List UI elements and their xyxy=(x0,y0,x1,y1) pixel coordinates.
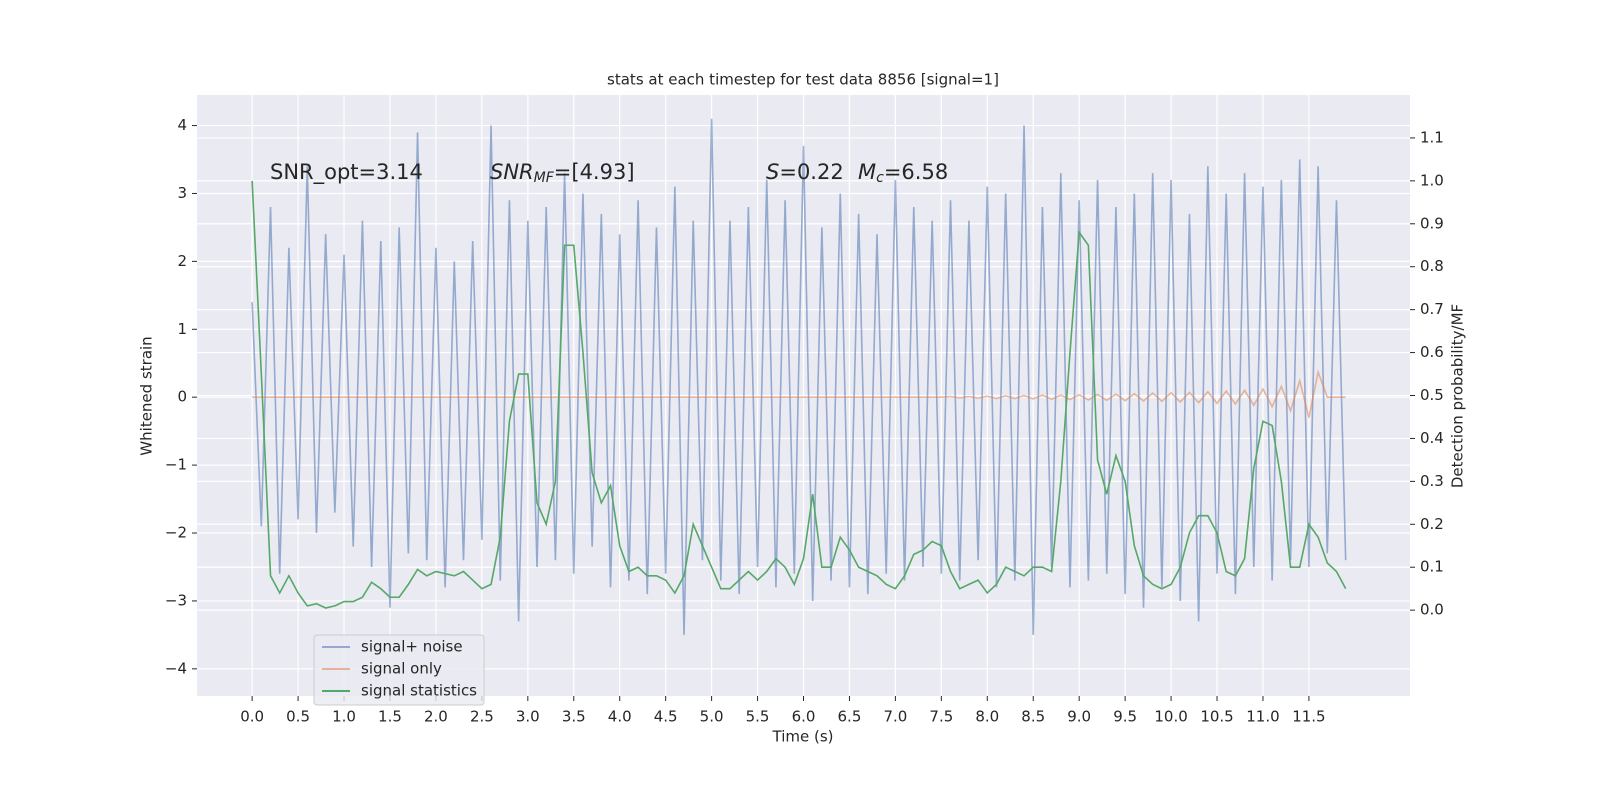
y2-tick-label: 0.1 xyxy=(1420,558,1444,576)
annotation: S=0.22 xyxy=(766,160,844,184)
y2-tick-label: 0.4 xyxy=(1420,429,1444,447)
x-tick-label: 1.0 xyxy=(332,708,356,726)
x-tick-label: 6.0 xyxy=(792,708,816,726)
y-tick-label: −1 xyxy=(165,456,187,474)
y-tick-label: 4 xyxy=(177,116,187,134)
x-tick-label: 11.5 xyxy=(1292,708,1325,726)
x-tick-label: 5.0 xyxy=(700,708,724,726)
x-tick-label: 2.5 xyxy=(470,708,494,726)
x-tick-label: 6.5 xyxy=(838,708,862,726)
annotation: SNRMF=[4.93] xyxy=(490,160,635,186)
annotation-base: SNR xyxy=(490,160,534,184)
legend: signal+ noise signal only signal statistic… xyxy=(313,634,485,706)
annotation-base: S xyxy=(766,160,779,184)
x-tick-label: 3.5 xyxy=(562,708,586,726)
y2-tick-label: 0.7 xyxy=(1420,300,1444,318)
grid: 0.0 0.5 1.0 1.5 2.0 2.5 3.0 3.5 4.0 4.5 5.0 5.5 6.0 6… xyxy=(165,95,1444,726)
annotation-base: M xyxy=(858,160,876,184)
x-tick-label: 8.5 xyxy=(1021,708,1045,726)
x-tick-label: 10.5 xyxy=(1200,708,1233,726)
x-tick-label: 0.5 xyxy=(286,708,310,726)
series-line xyxy=(252,369,1346,418)
y-tick-label: 1 xyxy=(177,320,187,338)
x-tick-label: 5.5 xyxy=(746,708,770,726)
x-tick-label: 3.0 xyxy=(516,708,540,726)
y2-axis-label: Detection probability/MF xyxy=(1449,304,1467,488)
y-tick-label: −2 xyxy=(165,524,187,542)
y2-tick-label: 0.0 xyxy=(1420,601,1444,619)
y2-tick-label: 0.8 xyxy=(1420,257,1444,275)
annotation-rest: =6.58 xyxy=(884,160,948,184)
annotation-rest: =0.22 xyxy=(779,160,843,184)
y-tick-label: −3 xyxy=(165,591,187,609)
x-tick-label: 7.5 xyxy=(929,708,953,726)
marks xyxy=(251,118,1347,635)
x-tick-label: 11.0 xyxy=(1246,708,1279,726)
annotation: SNR_opt=3.14 xyxy=(270,160,423,185)
annotation-base: SNR_opt=3.14 xyxy=(270,160,423,185)
y2-tick-label: 0.6 xyxy=(1420,343,1444,361)
annotation: Mc=6.58 xyxy=(858,160,948,186)
legend-label: signal+ noise xyxy=(361,638,463,656)
annotation-sub: MF xyxy=(534,170,555,186)
legend-label: signal only xyxy=(361,660,442,678)
x-tick-label: 9.5 xyxy=(1113,708,1137,726)
x-tick-label: 4.5 xyxy=(654,708,678,726)
x-axis-label: Time (s) xyxy=(772,728,834,746)
annotation-sub: c xyxy=(876,170,884,186)
y2-tick-label: 0.2 xyxy=(1420,515,1444,533)
y2-tick-label: 0.9 xyxy=(1420,214,1444,232)
series-line xyxy=(251,118,1347,635)
x-tick-label: 8.0 xyxy=(975,708,999,726)
y2-tick-label: 0.3 xyxy=(1420,472,1444,490)
y-tick-label: 0 xyxy=(177,388,187,406)
legend-label: signal statistics xyxy=(361,682,477,700)
y2-tick-label: 1.1 xyxy=(1420,128,1444,146)
y2-tick-label: 0.5 xyxy=(1420,386,1444,404)
legend-box xyxy=(313,634,485,706)
x-tick-label: 10.0 xyxy=(1154,708,1187,726)
y-tick-label: −4 xyxy=(165,659,187,677)
annotation-rest: =[4.93] xyxy=(554,160,635,184)
y-axis-label: Whitened strain xyxy=(138,336,156,455)
x-tick-label: 7.0 xyxy=(883,708,907,726)
x-tick-label: 9.0 xyxy=(1067,708,1091,726)
x-tick-label: 0.0 xyxy=(240,708,264,726)
annotations: SNR_opt=3.14 SNRMF=[4.93] S=0.22 Mc=6.58 xyxy=(270,160,948,186)
x-tick-label: 1.5 xyxy=(378,708,402,726)
x-tick-label: 2.0 xyxy=(424,708,448,726)
chart-title: stats at each timestep for test data 885… xyxy=(607,71,999,89)
y2-tick-label: 1.0 xyxy=(1420,171,1444,189)
series-line xyxy=(251,180,1347,609)
y-tick-label: 3 xyxy=(177,184,187,202)
x-tick-label: 4.0 xyxy=(608,708,632,726)
y-tick-label: 2 xyxy=(177,252,187,270)
